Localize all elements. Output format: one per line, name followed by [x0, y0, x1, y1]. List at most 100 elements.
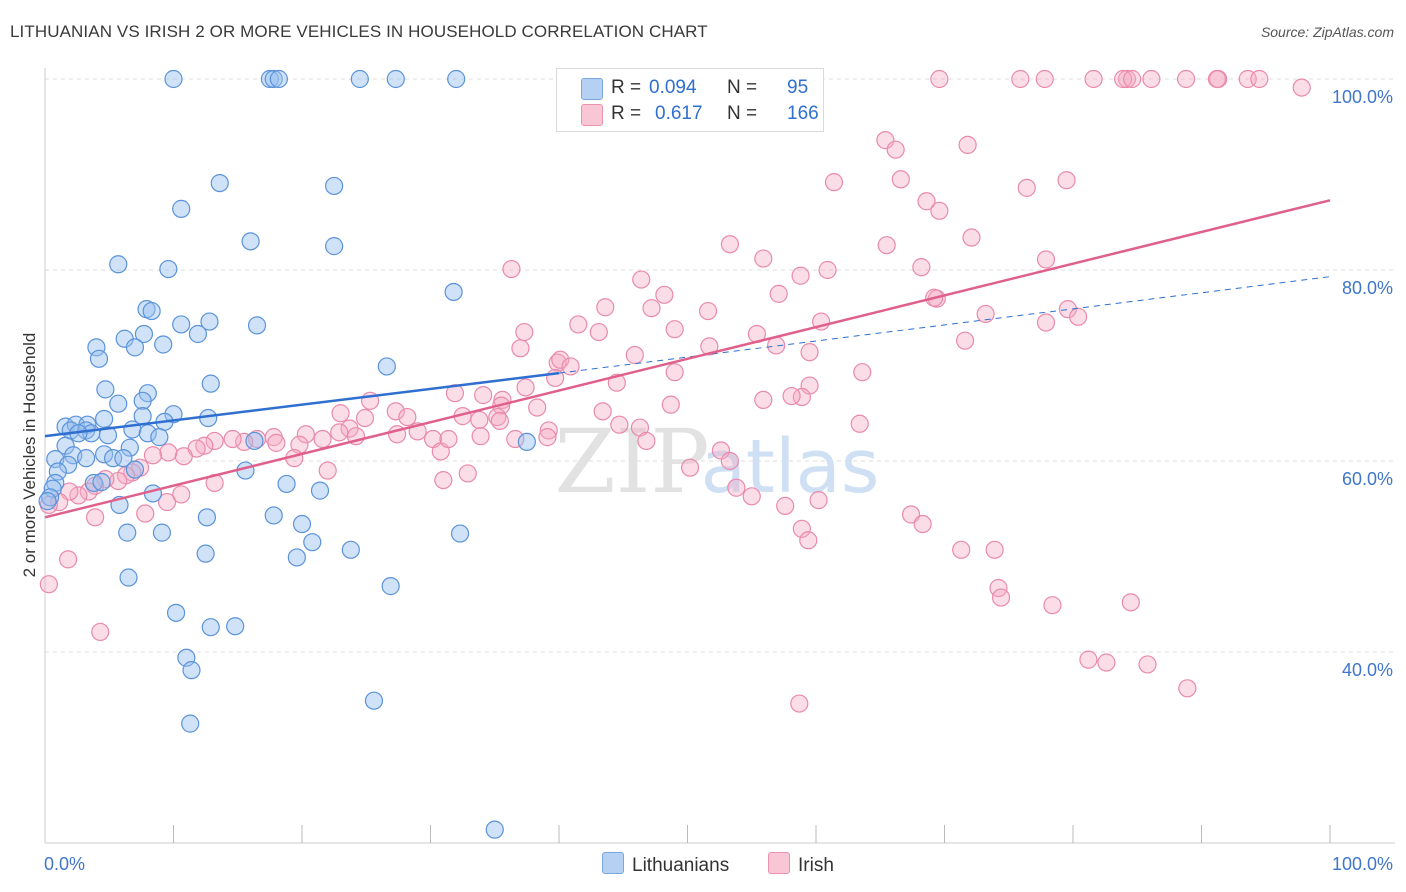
irish-point [742, 487, 761, 506]
axes [44, 68, 1395, 844]
y-tick-label: 80.0% [1342, 278, 1393, 298]
irish-point [985, 540, 1004, 559]
lithuanian-point [517, 432, 536, 451]
irish-point [1178, 679, 1197, 698]
irish-point [769, 284, 788, 303]
lithuanian-point [109, 255, 128, 274]
irish-point [159, 443, 178, 462]
irish-point [818, 260, 837, 280]
lithuanian-point [118, 523, 137, 542]
irish-point [930, 201, 949, 220]
bottom-legend-swatch-blue [602, 852, 624, 874]
irish-point [386, 402, 405, 421]
irish-point [267, 433, 286, 452]
irish-point [800, 343, 819, 362]
irish-point [661, 395, 680, 414]
lithuanian-point [188, 324, 208, 344]
irish-point [976, 304, 995, 324]
irish-point [720, 451, 740, 471]
irish-point [502, 259, 521, 279]
irish-point [143, 446, 163, 465]
watermark-atlas: atlas [701, 424, 880, 510]
irish-point [551, 350, 570, 369]
lithuanian-point [269, 69, 288, 89]
legend-n-label: N = [727, 103, 758, 124]
irish-point [727, 478, 746, 497]
legend-n-value: 95 [787, 77, 809, 98]
lithuanian-point [38, 492, 57, 511]
irish-point [539, 421, 558, 440]
lithuanian-point [310, 481, 330, 500]
irish-point [290, 435, 309, 454]
lithuanian-point [133, 391, 152, 410]
lithuanian-point [196, 544, 215, 563]
lithuanian-point [120, 438, 139, 457]
irish-point [515, 322, 534, 342]
irish-point [596, 298, 615, 317]
lithuanian-point [77, 449, 96, 468]
irish-point [886, 140, 905, 159]
lithuanian-point [125, 460, 145, 479]
legend-r-label: R = [611, 103, 642, 124]
irish-point [39, 575, 58, 594]
lithuanian-point [364, 691, 384, 710]
bottom-legend-label-irish: Irish [798, 855, 834, 876]
irish-point [205, 431, 224, 451]
irish-point [665, 320, 684, 339]
lithuanian-point [95, 409, 114, 429]
irish-point [318, 461, 337, 480]
irish-point [1084, 69, 1103, 89]
lithuanian-point [182, 661, 201, 680]
irish-point [340, 419, 359, 438]
irish-point [1017, 178, 1036, 197]
x-tick-label: 100.0% [1332, 854, 1393, 874]
lithuanian-point [143, 484, 163, 503]
lithuanian-point [210, 173, 229, 193]
chart-source: Source: ZipAtlas.com [1260, 24, 1394, 40]
stats-legend: R = 0.094 N = 95 R = 0.617 N = 166 [556, 68, 824, 132]
irish-point [698, 301, 718, 321]
y-tick-label: 60.0% [1342, 469, 1393, 489]
irish-point [439, 429, 458, 449]
lithuanian-point [287, 548, 306, 567]
irish-point [434, 471, 453, 490]
irish-point [1058, 300, 1077, 319]
irish-point [1079, 650, 1098, 669]
irish-point [313, 429, 332, 449]
irish-point [79, 482, 98, 501]
legend-r-label: R = [611, 77, 642, 98]
watermark: ZIP atlas [554, 410, 879, 513]
lithuanian-point [59, 455, 78, 474]
irish-point [824, 173, 844, 192]
irish-point [172, 485, 191, 504]
lithuanian-point [181, 714, 200, 733]
irish-point [962, 228, 981, 247]
irish-point [506, 429, 525, 449]
irish-point [792, 519, 811, 538]
irish-point [930, 69, 949, 89]
irish-point [1036, 313, 1056, 332]
chart-title: LITHUANIAN VS IRISH 2 OR MORE VEHICLES I… [10, 22, 708, 41]
irish-point [850, 414, 869, 433]
irish-point [1250, 69, 1269, 89]
irish-point [700, 337, 719, 356]
lithuanian-point [87, 338, 106, 357]
irish-point [59, 550, 78, 569]
irish-point [782, 386, 801, 406]
x-tick-label: 0.0% [44, 854, 85, 874]
irish-point [474, 386, 493, 405]
lithuanian-point [154, 335, 173, 354]
lithuanian-trend-extension [558, 276, 1331, 374]
irish-point [610, 415, 629, 434]
lithuanian-point [485, 820, 504, 839]
lithuanian-point [264, 506, 283, 525]
trend-lines [44, 199, 1331, 519]
lithuanian-point [450, 524, 470, 543]
lithuanian-point [201, 618, 220, 637]
irish-point [516, 378, 535, 397]
irish-point [1036, 250, 1056, 269]
irish-point [913, 514, 932, 534]
irish-point [632, 270, 651, 289]
irish-point [174, 447, 193, 466]
